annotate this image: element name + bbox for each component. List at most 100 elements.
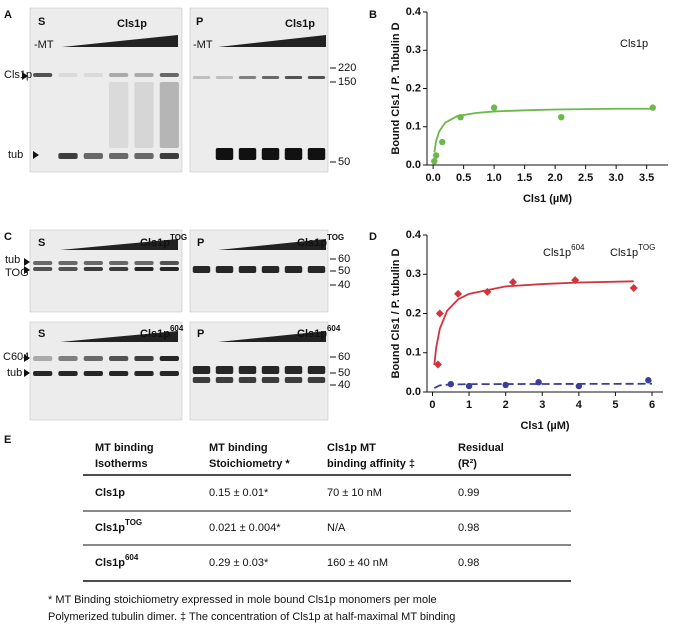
footnote: * MT Binding stoichiometry expressed in … [48, 594, 437, 606]
y-tick-label: 0.0 [406, 159, 421, 171]
x-tick-label: 3 [539, 399, 545, 411]
gel-band [58, 267, 78, 271]
gel-band [192, 76, 211, 79]
gel-band [261, 377, 280, 383]
gel-band [159, 261, 179, 265]
marker-label: 40 [338, 279, 350, 291]
x-tick-label: 2 [503, 399, 509, 411]
gel-band [83, 267, 103, 271]
gel-band [58, 371, 78, 376]
gel-band [307, 148, 326, 160]
table-cell: 0.021 ± 0.004* [209, 522, 281, 534]
table-header: Residual [458, 442, 504, 454]
y-tick-label: 0.1 [406, 347, 421, 359]
legend-entry: Cls1pTOG [610, 243, 655, 259]
gel-title-base: Cls1p [297, 237, 327, 249]
data-point [649, 104, 656, 111]
table-header: Cls1p MT [327, 442, 376, 454]
data-point [508, 278, 517, 287]
gel-band [109, 371, 129, 376]
data-point [629, 283, 638, 292]
gel [189, 7, 329, 173]
gel-band [284, 266, 303, 273]
x-tick-label: 2.5 [578, 172, 593, 184]
row-name-sup: 604 [125, 553, 139, 562]
y-tick-label: 0.3 [406, 44, 421, 56]
gel-band [159, 153, 179, 159]
table-cell: 160 ± 40 nM [327, 557, 388, 569]
row-name-base: Cls1p [95, 487, 125, 499]
y-tick-label: 0.3 [406, 268, 421, 280]
legend-entry-base: Cls1p [610, 247, 638, 259]
footnote: Polymerized tubulin dimer. ‡ The concent… [48, 611, 455, 623]
band-label: Cls1p [4, 69, 32, 81]
table-header: binding affinity ‡ [327, 458, 415, 470]
gel-label: P [197, 328, 204, 340]
x-tick-label: 6 [649, 399, 655, 411]
gel-band [159, 267, 179, 271]
x-tick-label: 2.0 [547, 172, 562, 184]
legend-entry-sup: TOG [638, 243, 655, 252]
x-axis-title: Cls1 (µM) [520, 420, 569, 432]
gel-title-sup: 604 [327, 324, 341, 333]
table-header: MT binding [209, 442, 268, 454]
gel-title-sup: TOG [170, 233, 187, 242]
concentration-wedge [218, 35, 326, 47]
row-name-base: Cls1p [95, 557, 125, 569]
x-tick-label: 0.0 [425, 172, 440, 184]
y-axis-title: Bound Cls1 / P. Tubulin D [390, 22, 402, 154]
gel-band [109, 153, 129, 159]
marker-label: 50 [338, 265, 350, 277]
gel-band [58, 356, 78, 361]
concentration-wedge [218, 239, 326, 250]
gel-band [238, 148, 257, 160]
table-cell: 0.29 ± 0.03* [209, 557, 269, 569]
band-arrow [24, 258, 30, 266]
x-tick-label: 3.5 [639, 172, 654, 184]
y-tick-label: 0.0 [406, 386, 421, 398]
gel-band [83, 261, 103, 265]
gel-label: S [38, 237, 45, 249]
gel-band [33, 73, 53, 77]
gel-band [261, 266, 280, 273]
gel-band [192, 366, 211, 374]
gel-band [284, 76, 303, 79]
gel-band [284, 366, 303, 374]
gel-title-base: Cls1p [140, 237, 170, 249]
gel-band [58, 261, 78, 265]
lane-label: -MT [34, 39, 54, 51]
gel-band [307, 76, 326, 79]
gel-band [58, 153, 78, 159]
gel-band [307, 377, 326, 383]
row-name: Cls1p604 [95, 553, 139, 569]
panel-label: E [4, 434, 11, 446]
gel-band [109, 356, 129, 361]
gel-band [58, 73, 78, 77]
row-name: Cls1p [95, 487, 125, 499]
marker-label: 150 [338, 76, 356, 88]
gel-band [109, 267, 129, 271]
data-point [558, 113, 565, 121]
gel-band [109, 82, 129, 148]
gel-band [261, 76, 280, 79]
row-name-sup: TOG [125, 518, 142, 527]
data-point [431, 157, 438, 165]
gel-band [215, 377, 234, 383]
gel-band [159, 356, 179, 361]
legend-entry: Cls1p [620, 38, 648, 50]
table-header: (R²) [458, 458, 477, 470]
gel-band [134, 82, 154, 148]
gel-band [192, 266, 211, 273]
gel-title-sup: TOG [327, 233, 344, 242]
gel [29, 7, 183, 173]
marker-label: 40 [338, 379, 350, 391]
concentration-wedge [60, 239, 178, 250]
data-point [432, 152, 440, 159]
marker-label: 60 [338, 351, 350, 363]
table-cell: 70 ± 10 nM [327, 487, 382, 499]
gel-band [134, 371, 154, 376]
band-label: tub [5, 254, 20, 266]
band-label: tub [7, 367, 22, 379]
band-arrow [22, 72, 28, 80]
